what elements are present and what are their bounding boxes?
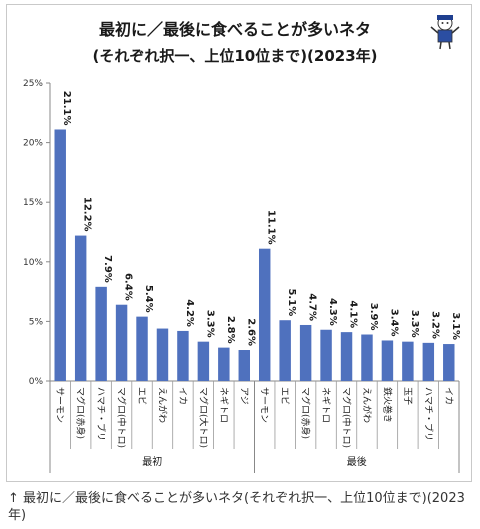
category-label: ハマチ・ブリ [422, 387, 434, 441]
bar [340, 332, 353, 381]
bar [299, 324, 312, 381]
category-label: エビ [279, 387, 290, 405]
bar [402, 341, 414, 381]
chart-frame: 最初に／最後に食べることが多いネタ (それぞれ択一、上位10位まで)(2023年… [6, 4, 472, 482]
data-label: 4.1% [348, 300, 359, 328]
data-label: 11.1% [266, 210, 277, 245]
bar [177, 330, 189, 381]
category-label: マグロ(赤身) [75, 387, 87, 439]
bar [258, 248, 271, 381]
data-label: 5.1% [286, 288, 297, 316]
y-tick-label: 5% [29, 317, 44, 327]
bar [279, 320, 291, 381]
data-label: 4.3% [327, 298, 338, 326]
bar [95, 286, 107, 381]
data-label: 2.6% [245, 318, 256, 346]
bar [156, 328, 169, 381]
chart-title-line-1: 最初に／最後に食べることが多いネタ [99, 20, 371, 39]
category-label: 鉄火巻き [381, 387, 393, 423]
bar [238, 350, 251, 381]
y-tick-label: 0% [29, 377, 44, 387]
bar [136, 316, 148, 381]
data-label: 2.8% [225, 316, 236, 344]
bar [320, 329, 332, 381]
category-label: ネギトロ [218, 387, 229, 423]
bar [361, 334, 373, 381]
chart-title-line-2: (それぞれ択一、上位10位まで)(2023年) [92, 47, 377, 65]
data-label: 3.2% [429, 311, 440, 339]
data-label: 3.4% [388, 309, 399, 337]
category-label: マグロ(大トロ) [197, 387, 209, 448]
category-label: マグロ(中トロ) [116, 387, 128, 448]
data-label: 4.7% [307, 293, 318, 321]
y-tick-label: 15% [23, 198, 43, 208]
category-label: マグロ(中トロ) [341, 387, 353, 448]
plot-area: 0% 5% 10% 15% 20% 25% サーモン 21.1% マグロ(赤身) 12.2% ハマチ… [23, 79, 461, 473]
category-label: 玉子 [402, 387, 413, 405]
category-label: アジ [238, 387, 248, 405]
y-tick-label: 25% [23, 79, 43, 89]
bar [74, 235, 87, 381]
bar [197, 341, 210, 381]
group-label: 最後 [347, 455, 367, 468]
bar [381, 340, 394, 381]
data-label: 4.2% [184, 299, 195, 327]
data-label: 3.1% [450, 312, 461, 340]
category-label: イカ [443, 387, 454, 405]
category-label: ネギトロ [320, 387, 331, 423]
bar [218, 347, 230, 381]
group-label: 最初 [142, 455, 162, 468]
data-label: 7.9% [102, 255, 113, 283]
bar [115, 304, 128, 381]
data-label: 3.3% [204, 310, 215, 338]
category-label: ハマチ・ブリ [95, 387, 107, 441]
category-label: イカ [177, 387, 188, 405]
category-label: えんがわ [156, 387, 168, 423]
mascot-icon [430, 15, 460, 50]
category-label: マグロ(赤身) [300, 387, 312, 439]
category-label: エビ [136, 387, 147, 405]
data-label: 6.4% [123, 273, 134, 301]
data-label: 3.3% [409, 310, 420, 338]
data-label: 3.9% [368, 303, 379, 331]
bar [54, 129, 66, 381]
bar [443, 344, 455, 381]
data-label: 21.1% [61, 91, 72, 126]
y-tick-label: 10% [23, 258, 43, 268]
category-label: サーモン [259, 387, 270, 423]
chart-svg: 最初に／最後に食べることが多いネタ (それぞれ択一、上位10位まで)(2023年… [23, 20, 461, 473]
category-label: サーモン [54, 387, 65, 423]
category-label: えんがわ [361, 387, 373, 423]
caption: ↑ 最初に／最後に食べることが多いネタ(それぞれ択一、上位10位まで)(2023… [8, 491, 465, 523]
bar [422, 342, 435, 381]
y-tick-label: 20% [23, 139, 43, 149]
data-label: 5.4% [143, 285, 154, 313]
data-label: 12.2% [82, 197, 93, 232]
